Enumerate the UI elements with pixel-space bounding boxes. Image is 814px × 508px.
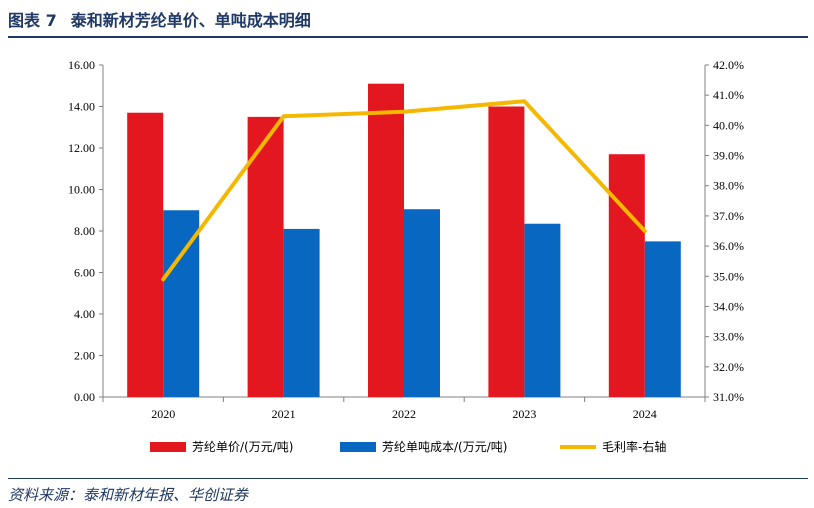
y-right-tick-label: 42.0% (713, 58, 744, 72)
y-right-tick-label: 41.0% (713, 88, 744, 102)
legend-swatch-1 (340, 442, 376, 452)
y-right-tick-label: 37.0% (713, 209, 744, 223)
y-left-tick-label: 12.00 (68, 141, 95, 155)
combo-chart: 0.00 2.00 4.00 6.00 8.00 10.00 12.00 14.00 16.00… (68, 58, 744, 454)
bar-unit-cost (283, 228, 320, 397)
y-left-tick-label: 4.00 (74, 307, 95, 321)
y-right-tick-label: 39.0% (713, 149, 744, 163)
figure-header: 图表 7 泰和新材芳纶单价、单吨成本明细 (8, 5, 311, 33)
legend-swatch-0 (150, 442, 186, 452)
bar-unit-cost (644, 241, 681, 397)
y-left-tick-label: 2.00 (74, 349, 95, 363)
bar-unit-cost (404, 209, 440, 397)
x-tick-label: 2023 (512, 407, 536, 421)
y-right-tick-label: 38.0% (713, 179, 744, 193)
x-tick-label: 2022 (392, 407, 416, 421)
y-right-tick-label: 34.0% (713, 299, 744, 313)
source-note: 资料来源：泰和新材年报、华创证券 (8, 486, 249, 504)
y-left-tick-label: 8.00 (74, 224, 95, 238)
bar-unit-price (608, 154, 645, 397)
bar-unit-cost (524, 223, 561, 397)
bar-unit-price (127, 112, 164, 397)
y-right-tick-label: 31.0% (713, 390, 744, 404)
x-tick-label: 2024 (633, 407, 657, 421)
y-left-tick-label: 16.00 (68, 58, 95, 72)
legend-label-0: 芳纶单价/(万元/吨) (192, 440, 293, 454)
bar-unit-price (488, 106, 525, 397)
y-right-tick-label: 40.0% (713, 118, 744, 132)
y-left-tick-label: 6.00 (74, 266, 95, 280)
y-right-tick-label: 33.0% (713, 330, 744, 344)
y-right-tick-label: 32.0% (713, 360, 744, 374)
top-rule (8, 36, 808, 38)
bottom-rule (8, 478, 808, 479)
x-tick-label: 2020 (151, 407, 175, 421)
legend-label-2: 毛利率-右轴 (602, 439, 666, 454)
line-gross-margin (161, 99, 647, 282)
y-left-tick-label: 0.00 (74, 390, 95, 404)
bar-unit-price (247, 116, 284, 397)
y-left-tick-label: 10.00 (68, 183, 95, 197)
bar-unit-price (368, 83, 404, 398)
y-left-tick-label: 14.00 (68, 100, 95, 114)
legend-label-1: 芳纶单吨成本/(万元/吨) (382, 440, 507, 454)
x-tick-label: 2021 (272, 407, 296, 421)
y-right-tick-label: 35.0% (713, 269, 744, 283)
figure-label: 图表 7 (8, 11, 57, 30)
chart-title: 泰和新材芳纶单价、单吨成本明细 (70, 11, 311, 30)
y-right-tick-label: 36.0% (713, 239, 744, 253)
